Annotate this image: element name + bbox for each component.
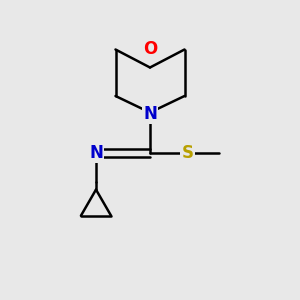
Text: O: O [143, 40, 157, 58]
Text: N: N [143, 105, 157, 123]
Text: N: N [89, 144, 103, 162]
Text: S: S [182, 144, 194, 162]
